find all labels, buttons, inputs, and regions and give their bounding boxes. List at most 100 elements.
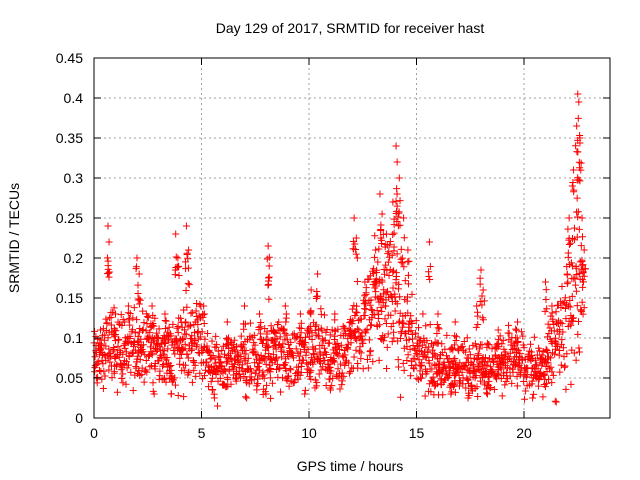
data-point (286, 344, 294, 352)
data-point (471, 385, 479, 393)
data-point (297, 369, 305, 377)
data-point (234, 356, 242, 364)
data-point (148, 351, 156, 359)
data-point (353, 325, 361, 333)
data-point (376, 190, 384, 198)
data-point (574, 330, 582, 338)
x-tick-label: 20 (516, 425, 532, 441)
data-point (250, 331, 258, 339)
data-point (185, 246, 193, 254)
data-point (362, 329, 370, 337)
data-point (495, 343, 503, 351)
data-point (354, 316, 362, 324)
data-point (287, 338, 295, 346)
data-point (125, 314, 133, 322)
data-point (479, 316, 487, 324)
data-point (397, 245, 405, 253)
data-point (265, 273, 273, 281)
data-point (353, 277, 361, 285)
data-point (99, 385, 107, 393)
data-point (570, 224, 578, 232)
data-point (556, 346, 564, 354)
data-point (559, 344, 567, 352)
data-point (367, 347, 375, 355)
data-point (185, 369, 193, 377)
data-point (558, 336, 566, 344)
data-point (284, 373, 292, 381)
data-point (552, 339, 560, 347)
data-point (471, 340, 479, 348)
data-point (102, 342, 110, 350)
data-point (230, 336, 238, 344)
data-point (132, 263, 140, 271)
data-point (573, 302, 581, 310)
data-point (512, 325, 520, 333)
data-point (566, 296, 574, 304)
data-point (498, 392, 506, 400)
data-point (391, 293, 399, 301)
data-point (362, 284, 370, 292)
data-point (243, 366, 251, 374)
data-point (225, 366, 233, 374)
data-point (238, 342, 246, 350)
data-point (93, 359, 101, 367)
data-point (167, 366, 175, 374)
data-point (236, 374, 244, 382)
data-point (104, 334, 112, 342)
data-point (567, 321, 575, 329)
data-point (260, 374, 268, 382)
data-point (542, 295, 550, 303)
data-point (120, 341, 128, 349)
data-point (175, 263, 183, 271)
data-point (125, 361, 133, 369)
x-tick-label: 10 (301, 425, 317, 441)
data-point (200, 302, 208, 310)
data-point (314, 292, 322, 300)
data-point (279, 340, 287, 348)
data-point (353, 254, 361, 262)
data-point (338, 381, 346, 389)
data-point (312, 345, 320, 353)
data-point (250, 376, 258, 384)
data-point (565, 240, 573, 248)
data-point (426, 263, 434, 271)
data-point (162, 378, 170, 386)
data-point (149, 387, 157, 395)
data-point (119, 379, 127, 387)
data-point (541, 383, 549, 391)
data-point (527, 340, 535, 348)
data-point (563, 280, 571, 288)
data-point (579, 283, 587, 291)
data-point (237, 332, 245, 340)
data-point (390, 221, 398, 229)
data-point (575, 176, 583, 184)
data-point (313, 378, 321, 386)
data-point (399, 359, 407, 367)
data-point (201, 310, 209, 318)
data-point (326, 331, 334, 339)
data-point (262, 360, 270, 368)
data-point (576, 177, 584, 185)
data-point (568, 292, 576, 300)
data-point (368, 314, 376, 322)
data-point (173, 263, 181, 271)
data-point (161, 310, 169, 318)
data-point (405, 323, 413, 331)
data-point (569, 179, 577, 187)
data-point (350, 329, 358, 337)
data-point (548, 368, 556, 376)
data-point (409, 335, 417, 343)
data-point (479, 374, 487, 382)
data-point (267, 394, 275, 402)
x-tick-label: 15 (409, 425, 425, 441)
data-point (261, 388, 269, 396)
data-point (433, 321, 441, 329)
data-point (516, 359, 524, 367)
data-point (231, 360, 239, 368)
data-point (331, 358, 339, 366)
data-point (95, 366, 103, 374)
data-point (184, 279, 192, 287)
data-point (364, 364, 372, 372)
data-point (417, 362, 425, 370)
